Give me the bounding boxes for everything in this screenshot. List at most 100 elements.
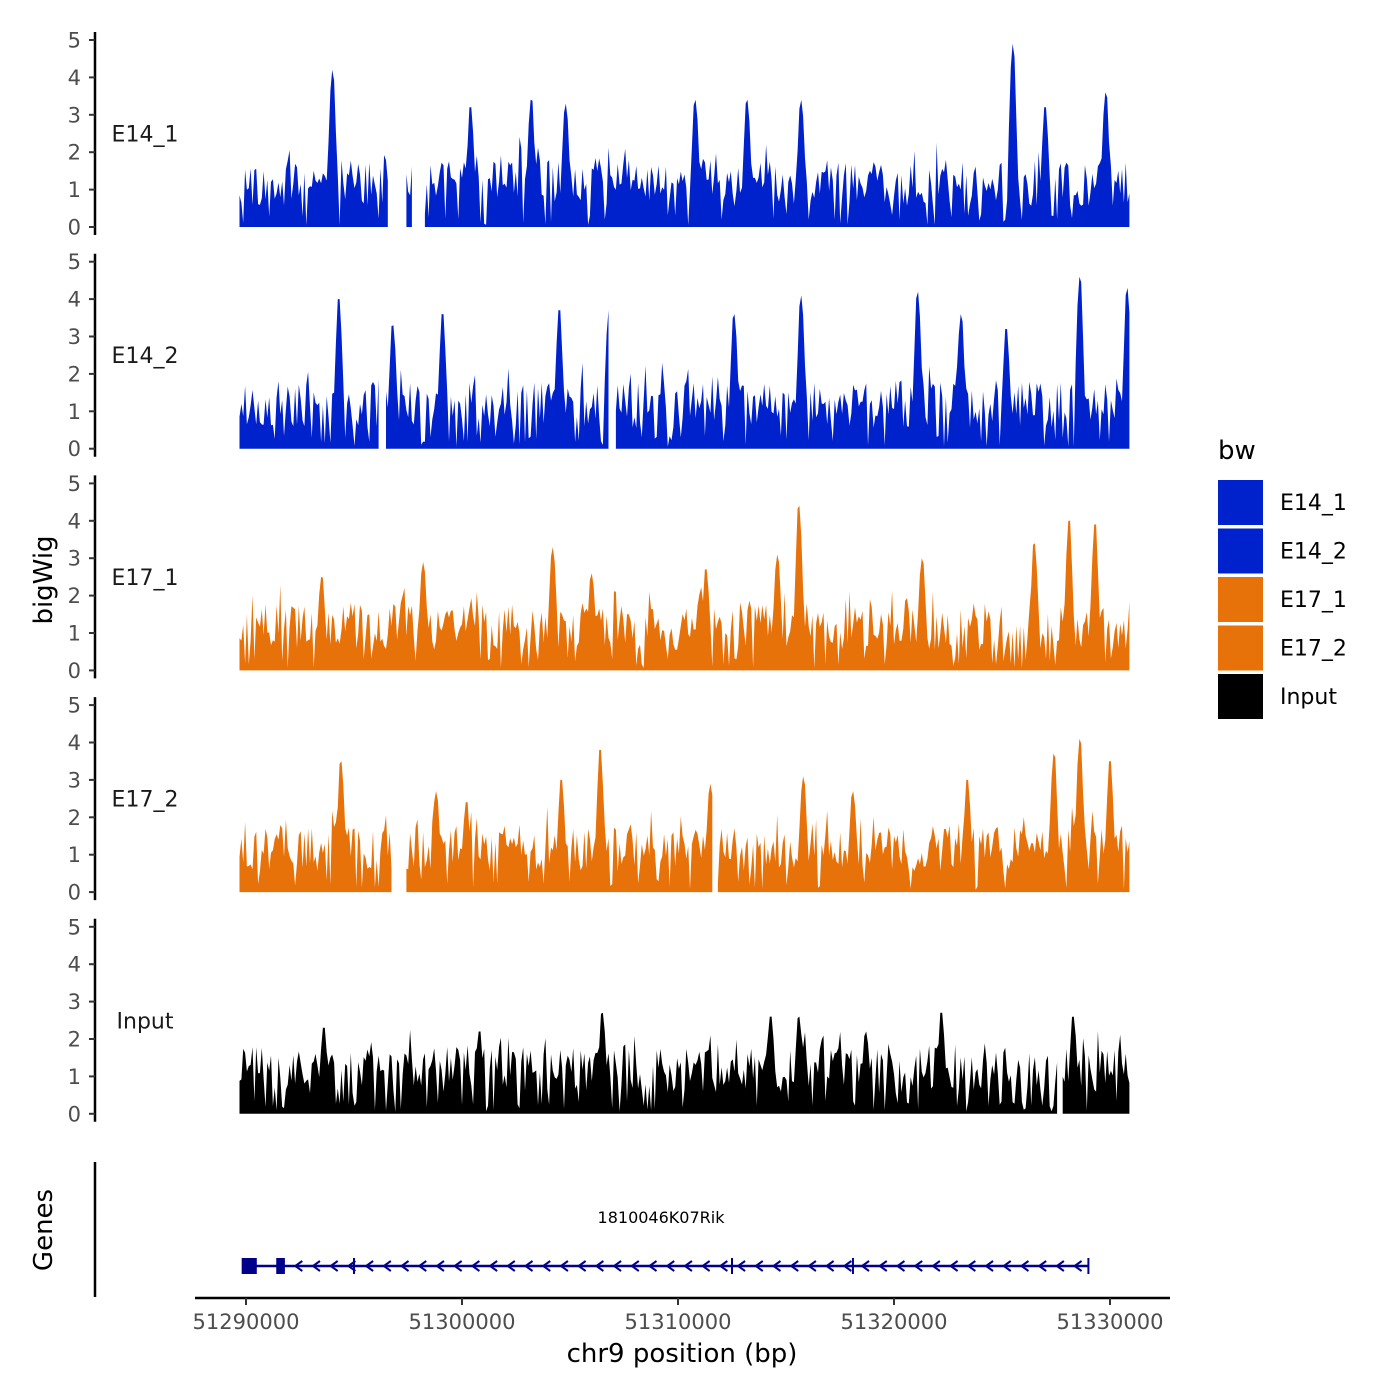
strand-arrow-icon (754, 1260, 764, 1272)
strand-arrow-icon (824, 1260, 835, 1272)
y-tick-label: 4 (68, 953, 81, 977)
y-tick-label: 1 (68, 622, 81, 646)
exon-block (276, 1258, 285, 1274)
strand-arrow-icon (417, 1260, 427, 1272)
legend-label: Input (1280, 685, 1337, 710)
strand-arrow-icon (718, 1260, 728, 1272)
strand-arrow-icon (382, 1260, 392, 1272)
gene-name-label: 1810046K07Rik (598, 1208, 726, 1227)
x-axis: 51290000 51300000 51310000 51320000 51330000 (193, 1296, 1170, 1334)
track-e14-1: 0 1 2 3 4 5 E14_1 (68, 29, 1130, 240)
strand-arrow-icon (931, 1260, 941, 1272)
y-tick-label: 3 (68, 103, 81, 127)
y-tick-label: 0 (68, 659, 81, 683)
y-tick-label: 3 (68, 990, 81, 1014)
strand-arrow-icon (789, 1260, 799, 1272)
legend-swatch (1218, 480, 1263, 525)
x-tick-label: 51310000 (625, 1310, 732, 1334)
strand-arrow-icon (612, 1260, 622, 1272)
track-label-input: Input (117, 1009, 174, 1034)
y-tick-label: 1 (68, 400, 81, 424)
strand-arrow-icon (1072, 1260, 1083, 1272)
track-e14-2: 0 1 2 3 4 5 E14_2 (68, 250, 1130, 461)
strand-arrow-icon (984, 1260, 994, 1272)
strand-arrow-icon (364, 1260, 374, 1272)
y-tick-label: 4 (68, 731, 81, 755)
y-tick-label: 2 (68, 1028, 81, 1052)
x-axis-title: chr9 position (bp) (567, 1339, 798, 1369)
strand-arrow-icon (559, 1260, 569, 1272)
track-label-e17-2: E17_2 (112, 788, 179, 813)
x-tick-label: 51290000 (193, 1310, 300, 1334)
track-input: 0 1 2 3 4 5 Input (68, 915, 1130, 1126)
strand-arrow-icon (576, 1260, 587, 1272)
y-tick-label: 0 (68, 1102, 81, 1126)
y-tick-label: 1 (68, 178, 81, 202)
legend-label: E17_1 (1280, 588, 1347, 613)
strand-arrow-icon (399, 1260, 410, 1272)
strand-arrow-icon (293, 1260, 303, 1272)
strand-arrow-icon (488, 1260, 498, 1272)
coverage-area (239, 738, 1130, 893)
y-tick-label: 2 (68, 806, 81, 830)
y-tick-label: 2 (68, 584, 81, 608)
strand-arrow-icon (435, 1260, 445, 1272)
strand-arrow-icon (948, 1260, 959, 1272)
strand-arrow-icon (630, 1260, 640, 1272)
y-tick-label: 3 (68, 768, 81, 792)
y-tick-label: 1 (68, 1065, 81, 1089)
track-label-e14-2: E14_2 (112, 344, 179, 369)
strand-arrow-icon (470, 1260, 480, 1272)
coverage-area (239, 1012, 1130, 1114)
strand-arrow-icon (1055, 1260, 1065, 1272)
y-tick-label: 3 (68, 325, 81, 349)
strand-arrow-icon (452, 1260, 463, 1272)
y-tick-label: 1 (68, 843, 81, 867)
legend-swatch (1218, 674, 1263, 719)
y-tick-label: 4 (68, 509, 81, 533)
y-tick-label: 4 (68, 66, 81, 90)
legend-label: E14_2 (1280, 540, 1347, 565)
legend-swatch (1218, 625, 1263, 671)
coverage-area (239, 43, 1130, 228)
gene-track (93, 1162, 1090, 1297)
legend-swatch (1218, 528, 1263, 574)
genes-axis-title: Genes (29, 1189, 59, 1271)
track-e17-1: 0 1 2 3 4 5 E17_1 (68, 472, 1130, 683)
x-tick-label: 51300000 (409, 1310, 516, 1334)
legend-swatch (1218, 577, 1263, 622)
y-tick-label: 2 (68, 362, 81, 386)
track-panels: 0 1 2 3 4 5 E14_1 0 1 2 3 4 5 E14_2 0 1 2 3 4 5 E17_1 0 1 2 3 4 5 E… (68, 29, 1130, 1126)
x-tick-label: 51330000 (1057, 1310, 1164, 1334)
strand-arrow-icon (328, 1260, 339, 1272)
exon-block (241, 1258, 257, 1274)
legend-label: E17_2 (1280, 637, 1347, 662)
strand-arrow-icon (878, 1260, 888, 1272)
strand-arrow-icon (311, 1260, 321, 1272)
strand-arrow-icon (842, 1260, 852, 1272)
strand-arrow-icon (506, 1260, 516, 1272)
y-tick-label: 0 (68, 216, 81, 240)
track-label-e14-1: E14_1 (112, 123, 179, 148)
strand-arrow-icon (736, 1260, 746, 1272)
strand-arrow-icon (966, 1260, 976, 1272)
strand-arrow-icon (860, 1260, 870, 1272)
y-tick-label: 5 (68, 250, 81, 274)
strand-arrow-icon (1002, 1260, 1012, 1272)
legend-title: bw (1218, 436, 1256, 466)
legend-label: E14_1 (1280, 491, 1347, 516)
track-e17-2: 0 1 2 3 4 5 E17_2 (68, 694, 1130, 905)
strand-arrow-icon (1037, 1260, 1047, 1272)
y-tick-label: 3 (68, 547, 81, 571)
y-axis-title: bigWig (29, 535, 59, 624)
strand-arrow-icon (700, 1260, 711, 1272)
y-tick-label: 0 (68, 437, 81, 461)
strand-arrow-icon (1019, 1260, 1030, 1272)
y-tick-label: 0 (68, 881, 81, 905)
strand-arrow-icon (523, 1260, 534, 1272)
y-tick-label: 4 (68, 288, 81, 312)
legend: E14_1 E14_2 E17_1 E17_2 Input (1218, 480, 1347, 719)
y-tick-label: 5 (68, 29, 81, 53)
y-tick-label: 2 (68, 141, 81, 165)
